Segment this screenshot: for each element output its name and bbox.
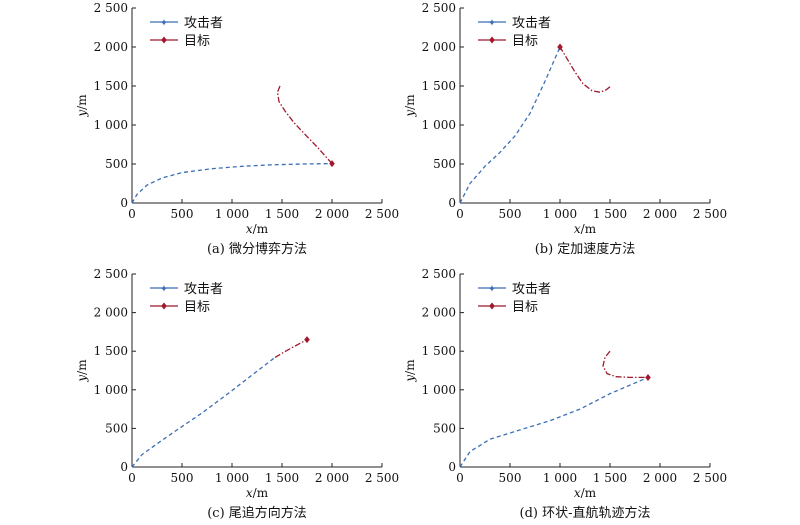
legend-label-target: 目标 [184, 34, 210, 49]
x-axis-label: x/m [246, 222, 269, 236]
x-tick-label: 1 500 [593, 207, 627, 221]
series-line-attacker [459, 46, 561, 204]
x-tick-label: 1 500 [593, 471, 627, 485]
legend-label-attacker: 攻击者 [184, 16, 223, 31]
y-tick-label: 1 000 [422, 118, 456, 132]
x-tick-label: 1 500 [265, 207, 299, 221]
chart-panel-4: 0 500 1 000 1 500 2 000 2 500 0 500 1 000 1 500 2 … [403, 267, 727, 521]
y-tick-label: 2 000 [422, 306, 456, 320]
y-tick-label: 0 [120, 196, 128, 210]
x-tick-label: 2 500 [693, 471, 727, 485]
y-tick-label: 500 [105, 157, 128, 171]
legend-label-target: 目标 [512, 300, 538, 315]
x-axis-label: x/m [574, 486, 597, 500]
diamond-icon [161, 36, 167, 44]
y-tick-label: 2 500 [422, 267, 456, 281]
series-line-attacker [131, 162, 333, 204]
x-tick-label: 1 500 [265, 471, 299, 485]
y-tick-label: 2 000 [94, 306, 128, 320]
y-tick-label: 0 [448, 460, 456, 474]
diamond-icon [489, 36, 495, 44]
x-tick-label: 1 000 [543, 207, 577, 221]
x-tick-label: 0 [456, 471, 464, 485]
y-tick-label: 1 500 [422, 344, 456, 358]
x-tick-label: 2 000 [643, 207, 677, 221]
chart-panel-2: 0 500 1 000 1 500 2 000 2 500 0 500 1 000 1 500 2 … [403, 1, 727, 257]
y-tick-label: 0 [120, 460, 128, 474]
y-tick-label: 500 [105, 421, 128, 435]
x-tick-label: 500 [171, 471, 194, 485]
y-tick-label: 500 [433, 421, 456, 435]
x-tick-label: 2 500 [365, 471, 399, 485]
x-tick-label: 1 000 [215, 471, 249, 485]
y-tick-label: 2 500 [94, 267, 128, 281]
target-end-marker [304, 336, 310, 344]
x-tick-label: 2 500 [693, 207, 727, 221]
panel-caption: (b) 定加速度方法 [535, 241, 636, 257]
diamond-icon [489, 302, 495, 310]
y-tick-label: 1 000 [94, 118, 128, 132]
panel-caption: (c) 尾追方向方法 [207, 505, 307, 521]
y-tick-label: 2 000 [94, 40, 128, 54]
x-tick-label: 500 [171, 207, 194, 221]
y-axis-label: y/m [75, 94, 89, 118]
x-tick-label: 500 [499, 471, 522, 485]
y-tick-label: 0 [448, 196, 456, 210]
y-axis-label: y/m [75, 359, 89, 383]
panel-caption: (a) 微分博弈方法 [207, 241, 307, 257]
y-tick-label: 2 000 [422, 40, 456, 54]
target-end-marker [329, 160, 335, 168]
star-icon: ✦ [160, 284, 168, 295]
series-line-attacker [131, 356, 276, 468]
y-tick-label: 2 500 [422, 1, 456, 15]
y-tick-label: 1 000 [94, 383, 128, 397]
x-tick-label: 2 000 [315, 471, 349, 485]
star-icon: ✦ [160, 18, 168, 29]
y-axis-label: y/m [403, 94, 417, 118]
star-icon: ✦ [488, 284, 496, 295]
y-axis-label: y/m [403, 359, 417, 383]
y-tick-label: 1 500 [94, 344, 128, 358]
y-tick-label: 500 [433, 157, 456, 171]
series-line-target [602, 350, 648, 379]
target-end-marker [557, 43, 563, 51]
diamond-icon [161, 302, 167, 310]
y-tick-label: 2 500 [94, 1, 128, 15]
x-tick-label: 500 [499, 207, 522, 221]
x-axis-label: x/m [574, 222, 597, 236]
x-tick-label: 1 000 [215, 207, 249, 221]
series-line-attacker [459, 376, 649, 468]
legend-label-attacker: 攻击者 [512, 282, 551, 297]
x-tick-label: 2 000 [315, 207, 349, 221]
series-line-target [274, 339, 308, 358]
series-line-target [559, 46, 611, 93]
y-tick-label: 1 500 [422, 79, 456, 93]
x-tick-label: 2 500 [365, 207, 399, 221]
y-tick-label: 1 000 [422, 383, 456, 397]
x-tick-label: 1 000 [543, 471, 577, 485]
x-tick-label: 2 000 [643, 471, 677, 485]
target-end-marker [645, 373, 651, 381]
chart-panel-1: 0 500 1 000 1 500 2 000 2 500 0 500 1 000 1 500 2 … [75, 1, 399, 257]
series-line-target [276, 85, 333, 165]
legend-label-target: 目标 [512, 34, 538, 49]
x-tick-label: 0 [128, 471, 136, 485]
chart-panel-3: 0 500 1 000 1 500 2 000 2 500 0 500 1 000 1 500 2 … [75, 267, 399, 521]
star-icon: ✦ [488, 18, 496, 29]
legend-label-target: 目标 [184, 300, 210, 315]
x-axis-label: x/m [246, 486, 269, 500]
x-tick-label: 0 [128, 207, 136, 221]
panel-caption: (d) 环状-直航轨迹方法 [520, 505, 651, 521]
legend-label-attacker: 攻击者 [184, 282, 223, 297]
x-tick-label: 0 [456, 207, 464, 221]
y-tick-label: 1 500 [94, 79, 128, 93]
legend-label-attacker: 攻击者 [512, 16, 551, 31]
